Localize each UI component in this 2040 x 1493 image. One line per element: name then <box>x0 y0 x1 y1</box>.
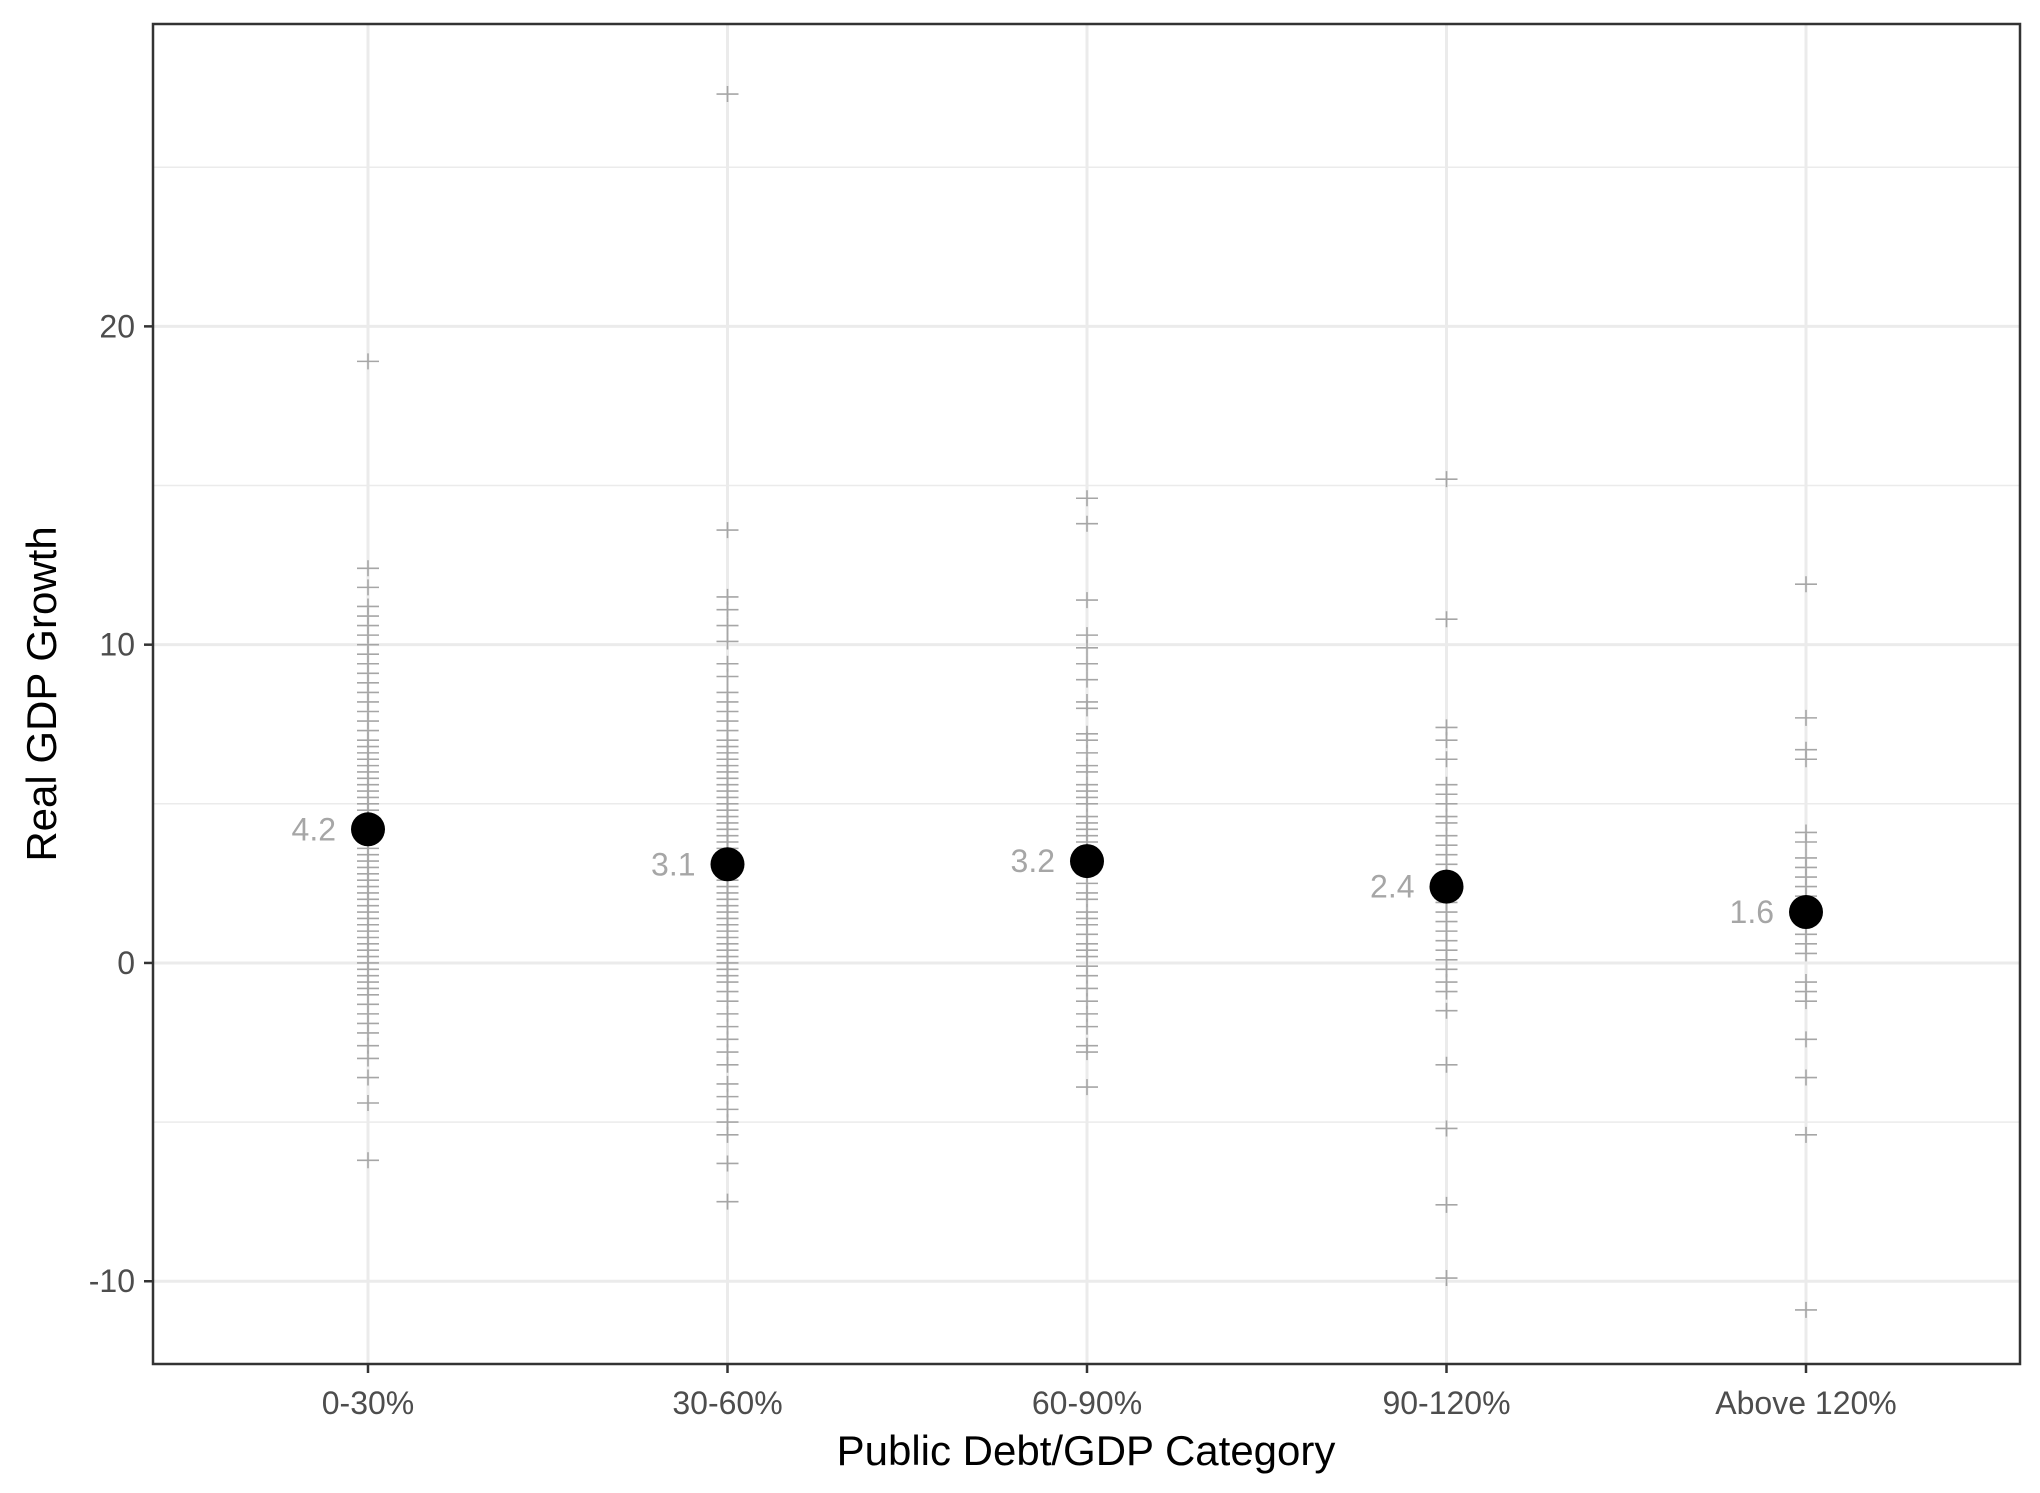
observation-point <box>1435 1120 1458 1137</box>
x-axis-title: Public Debt/GDP Category <box>837 1427 1336 1474</box>
mean-point <box>351 812 385 847</box>
observation-point <box>357 579 379 596</box>
observation-point <box>1076 639 1098 656</box>
mean-label: 1.6 <box>1730 894 1774 930</box>
mean-point <box>710 847 745 882</box>
observation-point <box>1435 611 1458 628</box>
observation-point <box>1795 709 1817 726</box>
observation-point <box>1795 993 1817 1010</box>
observation-point <box>1076 655 1098 672</box>
observation-point <box>357 1050 379 1067</box>
x-axis: 0-30% 30-60% 60-90% 90-120% Above 120% <box>322 1364 1897 1421</box>
observation-point <box>1076 700 1098 717</box>
observation-point <box>1795 1301 1817 1318</box>
y-tick-label: 0 <box>117 945 135 981</box>
observation-point <box>1435 1270 1458 1287</box>
observation-point <box>1076 1079 1098 1096</box>
mean-point <box>1789 895 1823 930</box>
observation-point <box>357 1095 379 1111</box>
x-tick-label: Above 120% <box>1715 1385 1896 1421</box>
x-tick-label: 30-60% <box>672 1385 782 1421</box>
observation-point <box>1795 1069 1817 1086</box>
observation-point <box>716 86 739 103</box>
observation-point <box>716 522 739 539</box>
observation-point <box>1795 834 1817 851</box>
observation-point <box>716 1126 739 1143</box>
observation-point <box>357 1152 379 1169</box>
mean-point <box>1070 844 1104 879</box>
observation-point <box>1435 732 1458 749</box>
observation-point <box>716 1155 739 1172</box>
observation-point <box>716 1056 739 1073</box>
observation-point <box>1795 576 1817 593</box>
means-layer <box>351 812 1823 930</box>
observation-point <box>1435 983 1458 1000</box>
observation-point <box>357 560 379 577</box>
y-tick-label: 20 <box>99 308 135 344</box>
y-axis: -10 0 10 20 <box>89 308 153 1299</box>
observation-point <box>1076 490 1098 507</box>
x-tick-label: 90-120% <box>1382 1385 1510 1421</box>
observation-point <box>1435 471 1458 488</box>
observations-layer <box>357 86 1817 1318</box>
observation-point <box>1795 1031 1817 1048</box>
mean-label: 3.1 <box>651 846 695 882</box>
observation-point <box>1435 1196 1458 1213</box>
observation-point <box>716 617 739 634</box>
x-tick-label: 0-30% <box>322 1385 415 1421</box>
mean-labels-layer: 4.2 3.1 3.2 2.4 1.6 <box>292 811 1774 930</box>
mean-label: 3.2 <box>1011 843 1055 879</box>
observation-point <box>716 668 739 685</box>
observation-point <box>1435 1056 1458 1073</box>
observation-point <box>1795 945 1817 962</box>
observation-point <box>1076 592 1098 609</box>
observation-point <box>1076 1044 1098 1061</box>
observation-point <box>1076 515 1098 532</box>
observation-point <box>716 601 739 618</box>
observation-point <box>1435 1002 1458 1019</box>
mean-point <box>1429 869 1464 904</box>
observation-point <box>357 1069 379 1086</box>
y-tick-label: -10 <box>89 1263 135 1299</box>
y-tick-label: 10 <box>99 627 135 663</box>
observation-point <box>1795 751 1817 768</box>
x-tick-label: 60-90% <box>1032 1385 1142 1421</box>
observation-point <box>716 633 739 650</box>
observation-point <box>716 1193 739 1210</box>
observation-point <box>1076 671 1098 688</box>
observation-point <box>1795 1126 1817 1143</box>
observation-point <box>357 353 379 370</box>
mean-label: 2.4 <box>1370 869 1414 905</box>
observation-point <box>1435 751 1458 768</box>
observation-point <box>1076 1018 1098 1035</box>
mean-label: 4.2 <box>292 811 336 847</box>
y-axis-title: Real GDP Growth <box>18 526 65 861</box>
